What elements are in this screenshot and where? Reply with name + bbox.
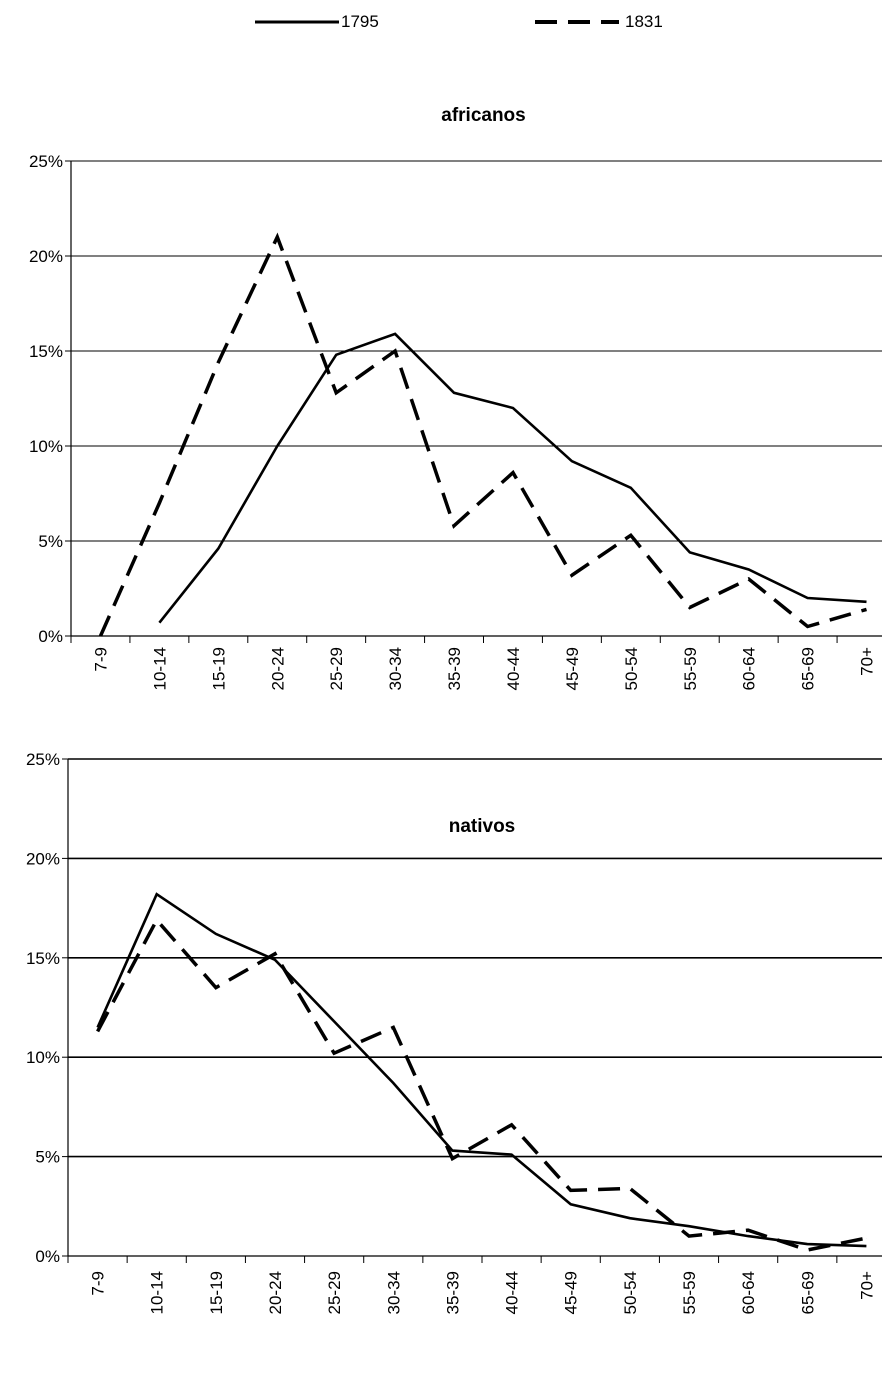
x-tick-label-45-49: 45-49 xyxy=(563,647,582,690)
y-tick-label-10%: 10% xyxy=(26,1048,60,1067)
legend-label-1795: 1795 xyxy=(341,12,379,31)
x-tick-label-25-29: 25-29 xyxy=(327,647,346,690)
chart-africanos: africanos 0% 5% 10% 15% 20% 25% 7-9 10-14 15-19 20… xyxy=(29,105,882,690)
x-tick-label-7-9: 7-9 xyxy=(89,1271,108,1296)
x-tick-label-30-34: 30-34 xyxy=(386,647,405,690)
y-tick-label-25%: 25% xyxy=(26,750,60,769)
x-tick-label-25-29: 25-29 xyxy=(325,1271,344,1314)
legend-dashed-line-swatch xyxy=(535,20,619,24)
y-tick-label-15%: 15% xyxy=(29,342,63,361)
y-tick-label-5%: 5% xyxy=(35,1148,60,1167)
x-tick-label-20-24: 20-24 xyxy=(268,647,287,690)
x-tick-label-50-54: 50-54 xyxy=(621,1271,640,1314)
x-tick-label-15-19: 15-19 xyxy=(209,647,228,690)
y-tick-label-15%: 15% xyxy=(26,949,60,968)
x-tick-label-60-64: 60-64 xyxy=(740,647,759,690)
chart-title-africanos: africanos xyxy=(441,105,525,126)
x-tick-label-30-34: 30-34 xyxy=(384,1271,403,1314)
series-line-1795 xyxy=(96,892,867,1248)
x-tick-label-65-69: 65-69 xyxy=(799,647,818,690)
x-tick-label-40-44: 40-44 xyxy=(504,647,523,690)
legend-solid-line-swatch xyxy=(255,20,339,24)
chart-nativos: nativos 0% 5% 10% 15% 20% 25% 7-9 10-14 15-19 20-2… xyxy=(26,750,882,1314)
y-tick-label-0%: 0% xyxy=(35,1247,60,1266)
x-tick-label-20-24: 20-24 xyxy=(266,1271,285,1314)
x-tick-label-45-49: 45-49 xyxy=(562,1271,581,1314)
x-tick-label-60-64: 60-64 xyxy=(739,1271,758,1314)
y-tick-label-5%: 5% xyxy=(38,532,63,551)
chart-title-nativos: nativos xyxy=(449,816,516,837)
x-tick-label-10-14: 10-14 xyxy=(150,647,169,690)
x-tick-label-35-39: 35-39 xyxy=(443,1271,462,1314)
x-tick-label-35-39: 35-39 xyxy=(445,647,464,690)
x-tick-label-55-59: 55-59 xyxy=(681,647,700,690)
y-tick-label-10%: 10% xyxy=(29,437,63,456)
x-tick-label-10-14: 10-14 xyxy=(148,1271,167,1314)
x-tick-label-15-19: 15-19 xyxy=(207,1271,226,1314)
y-tick-label-20%: 20% xyxy=(26,849,60,868)
x-tick-label-50-54: 50-54 xyxy=(622,647,641,690)
series-line-1795 xyxy=(158,332,867,624)
chart-legend: 1795 1831 xyxy=(0,0,882,50)
x-tick-label-70+: 70+ xyxy=(857,1271,876,1300)
y-tick-label-25%: 25% xyxy=(29,152,63,171)
y-tick-label-20%: 20% xyxy=(29,247,63,266)
x-tick-label-70+: 70+ xyxy=(858,647,877,676)
x-tick-label-40-44: 40-44 xyxy=(503,1271,522,1314)
x-tick-label-55-59: 55-59 xyxy=(680,1271,699,1314)
x-tick-label-65-69: 65-69 xyxy=(798,1271,817,1314)
legend-label-1831: 1831 xyxy=(625,12,663,31)
series-line-1831 xyxy=(96,916,867,1252)
x-tick-label-7-9: 7-9 xyxy=(91,647,110,672)
series-line-1831 xyxy=(98,232,867,637)
y-tick-label-0%: 0% xyxy=(38,627,63,646)
